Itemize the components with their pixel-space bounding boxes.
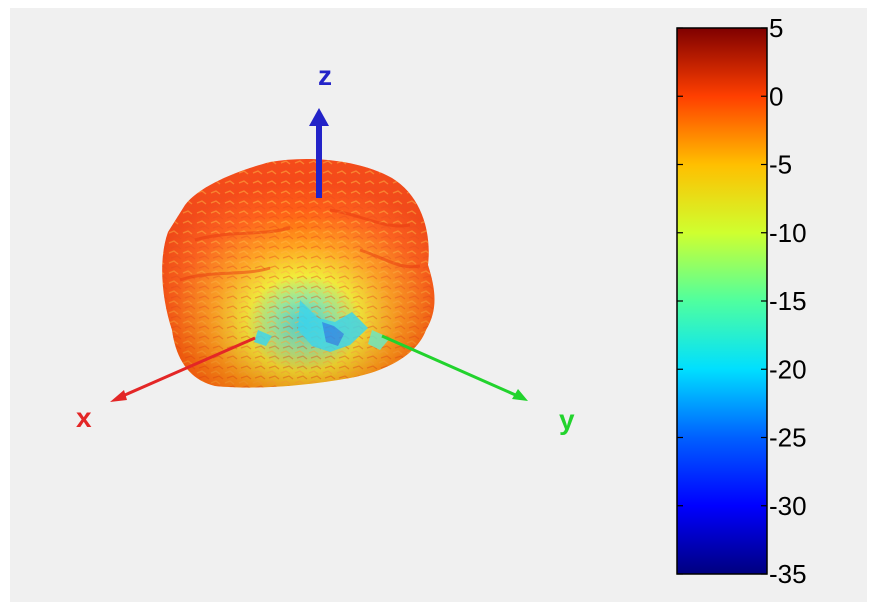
- colorbar-tick-label: -35: [769, 559, 807, 589]
- surface-shading: [162, 159, 434, 388]
- colorbar-tick-label: -25: [769, 423, 807, 453]
- colorbar-tick-label: -20: [769, 354, 807, 384]
- y-axis-label: y: [559, 406, 575, 434]
- colorbar: 5 0 -5 -10 -15 -20 -25 -30 -35: [677, 13, 807, 589]
- colorbar-tick-label: 0: [769, 81, 783, 111]
- z-axis-label: z: [318, 62, 332, 90]
- colorbar-tick-label: -30: [769, 491, 807, 521]
- colorbar-tick-label: 5: [769, 13, 783, 43]
- radiation-pattern-surface: [162, 159, 434, 388]
- colorbar-gradient: [677, 28, 767, 574]
- colorbar-tick-label: -15: [769, 286, 807, 316]
- colorbar-tick-label: -5: [769, 150, 792, 180]
- x-axis-label: x: [76, 404, 92, 432]
- y-axis-arrow: [382, 336, 528, 401]
- colorbar-tick-label: -10: [769, 218, 807, 248]
